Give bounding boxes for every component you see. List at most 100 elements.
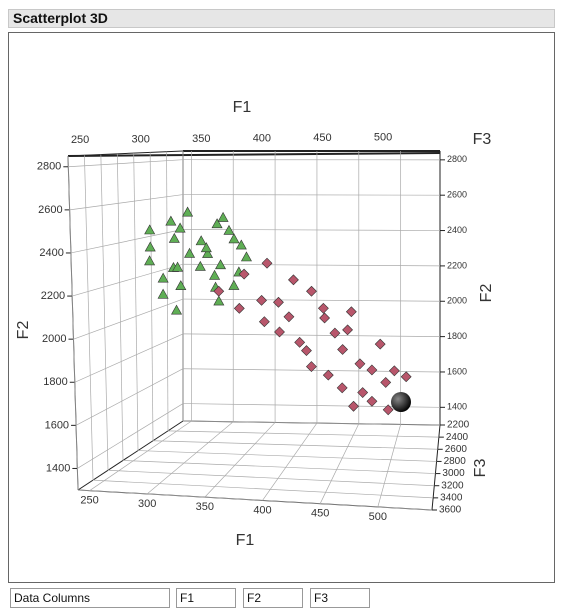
- point: [175, 280, 187, 291]
- point: [174, 222, 186, 233]
- grid-line: [319, 423, 360, 504]
- y-tick-label: 2800: [37, 161, 61, 173]
- point: [374, 338, 386, 350]
- x-axis-title: F1: [233, 99, 252, 116]
- x-tick-label: 450: [311, 508, 329, 520]
- grid-line: [69, 194, 184, 211]
- point: [380, 377, 392, 388]
- x-axis-title: F1: [236, 532, 255, 549]
- y-tick-label: 2800: [447, 154, 467, 164]
- x-tick-label: 300: [138, 498, 156, 510]
- point: [211, 218, 223, 229]
- point: [317, 302, 329, 314]
- point: [168, 232, 180, 243]
- rotate-handle[interactable]: [391, 392, 411, 412]
- y-tick-label: 2600: [38, 204, 62, 216]
- grid-line: [137, 450, 437, 462]
- point: [283, 311, 295, 323]
- point: [306, 361, 317, 372]
- x-tick-label: 250: [71, 134, 89, 146]
- point: [157, 272, 169, 283]
- grid-line: [152, 440, 438, 450]
- point: [144, 255, 156, 266]
- point: [200, 242, 212, 253]
- column-field[interactable]: F2: [243, 588, 303, 608]
- y-tick-label: 1400: [447, 402, 467, 412]
- z-tick-label: 2600: [445, 444, 468, 455]
- point: [213, 295, 225, 306]
- point: [322, 369, 334, 381]
- grid: [63, 150, 445, 511]
- grid-line: [167, 430, 439, 438]
- y-tick-label: 2200: [41, 290, 65, 302]
- point: [348, 400, 359, 412]
- point: [171, 304, 183, 315]
- z-tick-label: 3000: [442, 468, 465, 479]
- grid-line: [182, 333, 441, 337]
- point: [301, 345, 312, 357]
- point: [258, 316, 270, 328]
- grid-line: [77, 403, 184, 469]
- point: [182, 206, 194, 217]
- point: [357, 387, 369, 398]
- y-tick-label: 2400: [447, 225, 467, 235]
- point: [240, 251, 252, 262]
- point: [274, 326, 285, 338]
- x-tick-label: 250: [80, 495, 98, 507]
- point: [228, 279, 240, 290]
- y-axis-title: F2: [478, 284, 495, 303]
- y-tick-label: 1600: [447, 366, 467, 376]
- y-tick-label: 1400: [46, 462, 70, 474]
- box-edge: [67, 152, 441, 157]
- z-tick-label: 3400: [440, 492, 463, 503]
- point: [382, 404, 394, 416]
- y-axis-title: F2: [15, 321, 32, 340]
- point: [329, 327, 341, 339]
- y-tick-label: 2200: [447, 260, 467, 270]
- grid-line: [89, 420, 192, 491]
- column-field[interactable]: F3: [310, 588, 370, 608]
- box-edge: [67, 150, 184, 157]
- grid-line: [182, 194, 441, 196]
- point: [194, 260, 206, 271]
- grid-line: [116, 153, 124, 461]
- grid-line: [182, 263, 441, 267]
- x-tick-label: 350: [196, 501, 214, 513]
- point: [273, 296, 284, 308]
- z-axis-title: F3: [472, 459, 489, 478]
- grid-line: [92, 479, 434, 499]
- grid-line: [377, 424, 401, 508]
- point: [235, 239, 247, 250]
- z-tick-label: 3200: [441, 480, 464, 491]
- grid-line: [149, 152, 154, 441]
- panel-title: Scatterplot 3D: [8, 9, 555, 28]
- grid-line: [84, 155, 94, 481]
- grid-line: [70, 229, 184, 254]
- y-tick-label: 2000: [42, 333, 66, 345]
- z-axis-title: F3: [473, 131, 492, 148]
- point: [223, 224, 235, 235]
- grid-line: [75, 368, 184, 426]
- column-field[interactable]: F1: [176, 588, 236, 608]
- z-tick-label: 2400: [446, 432, 469, 443]
- point: [215, 259, 227, 270]
- y-tick-label: 2000: [447, 296, 467, 306]
- y-tick-label: 2400: [39, 247, 63, 259]
- grid-line: [73, 298, 184, 340]
- point: [261, 257, 273, 269]
- point: [388, 365, 400, 377]
- point: [233, 302, 245, 314]
- y-tick-label: 1800: [43, 376, 67, 388]
- point: [342, 324, 353, 336]
- x-tick-label: 400: [253, 132, 271, 144]
- point: [217, 211, 229, 222]
- grid-line: [122, 460, 436, 474]
- point: [400, 371, 412, 383]
- grid-line: [107, 469, 435, 487]
- grid-line: [146, 421, 234, 495]
- point: [202, 247, 214, 258]
- field-label: Data Columns: [10, 588, 170, 608]
- point: [195, 235, 207, 246]
- point: [228, 233, 240, 244]
